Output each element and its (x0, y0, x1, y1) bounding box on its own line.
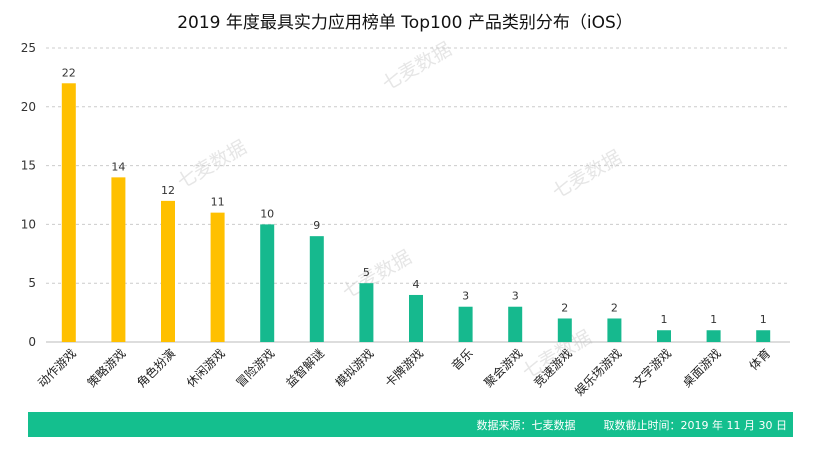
data-label: 2 (611, 301, 618, 314)
watermark-text: 七麦数据 (174, 136, 251, 193)
bar (409, 294, 423, 342)
bar (657, 330, 671, 342)
x-tick-label: 益智解谜 (282, 346, 327, 391)
y-tick-label: 0 (28, 335, 36, 349)
data-label: 4 (413, 278, 420, 291)
bar (706, 330, 721, 342)
data-label: 2 (561, 301, 568, 314)
data-label: 9 (313, 219, 320, 232)
watermark-text: 七麦数据 (379, 38, 456, 95)
bar (309, 236, 324, 342)
x-tick-label: 桌面游戏 (680, 346, 724, 390)
bars (61, 83, 771, 342)
bar (260, 224, 275, 342)
data-label: 5 (363, 266, 370, 279)
data-label: 22 (62, 66, 76, 79)
x-tick-label: 动作游戏 (35, 346, 79, 390)
bar (508, 306, 523, 342)
footer-cutoff: 取数截止时间：2019 年 11 月 30 日 (603, 418, 787, 432)
x-tick-label: 卡牌游戏 (382, 346, 426, 390)
data-label: 1 (661, 313, 668, 326)
x-tick-label: 冒险游戏 (233, 346, 278, 391)
y-tick-label: 25 (21, 41, 36, 55)
bar (756, 330, 771, 342)
bar (210, 212, 225, 342)
x-tick-label: 文字游戏 (630, 346, 675, 391)
data-label: 12 (161, 184, 175, 197)
bar (61, 83, 76, 342)
data-label: 3 (462, 290, 469, 303)
y-tick-label: 20 (21, 100, 36, 114)
y-axis: 0 5 10 15 20 25 (21, 41, 36, 349)
bar (111, 177, 126, 342)
chart-title: 2019 年度最具实力应用榜单 Top100 产品类别分布（iOS） (177, 13, 633, 33)
data-label: 11 (211, 196, 225, 209)
watermark-text: 七麦数据 (339, 246, 416, 303)
x-tick-label: 休闲游戏 (184, 346, 228, 390)
data-label: 10 (260, 207, 274, 220)
bar (458, 306, 473, 342)
x-tick-label: 角色扮演 (134, 346, 179, 391)
x-tick-label: 聚会游戏 (481, 346, 525, 390)
x-tick-label: 音乐 (448, 346, 476, 374)
watermark-text: 七麦数据 (549, 146, 626, 203)
x-tick-label: 模拟游戏 (333, 346, 377, 390)
data-label: 14 (111, 160, 125, 173)
bar (161, 200, 175, 342)
data-label: 1 (760, 313, 767, 326)
x-tick-label: 策略游戏 (84, 346, 129, 391)
y-tick-label: 10 (21, 217, 36, 231)
bar (359, 283, 374, 342)
footer-source: 数据来源：七麦数据 (476, 418, 576, 432)
footer-bar: 数据来源：七麦数据 取数截止时间：2019 年 11 月 30 日 (28, 412, 793, 437)
data-label: 3 (512, 290, 519, 303)
data-label: 1 (710, 313, 717, 326)
bar (557, 318, 572, 342)
x-tick-label: 体育 (746, 346, 774, 374)
bar (607, 318, 622, 342)
y-tick-label: 5 (28, 276, 36, 290)
y-tick-label: 15 (21, 159, 36, 173)
x-axis: 动作游戏 策略游戏 角色扮演 休闲游戏 冒险游戏 益智解谜 模拟游戏 卡牌游戏 音乐 聚会游戏 竞速… (35, 346, 773, 399)
